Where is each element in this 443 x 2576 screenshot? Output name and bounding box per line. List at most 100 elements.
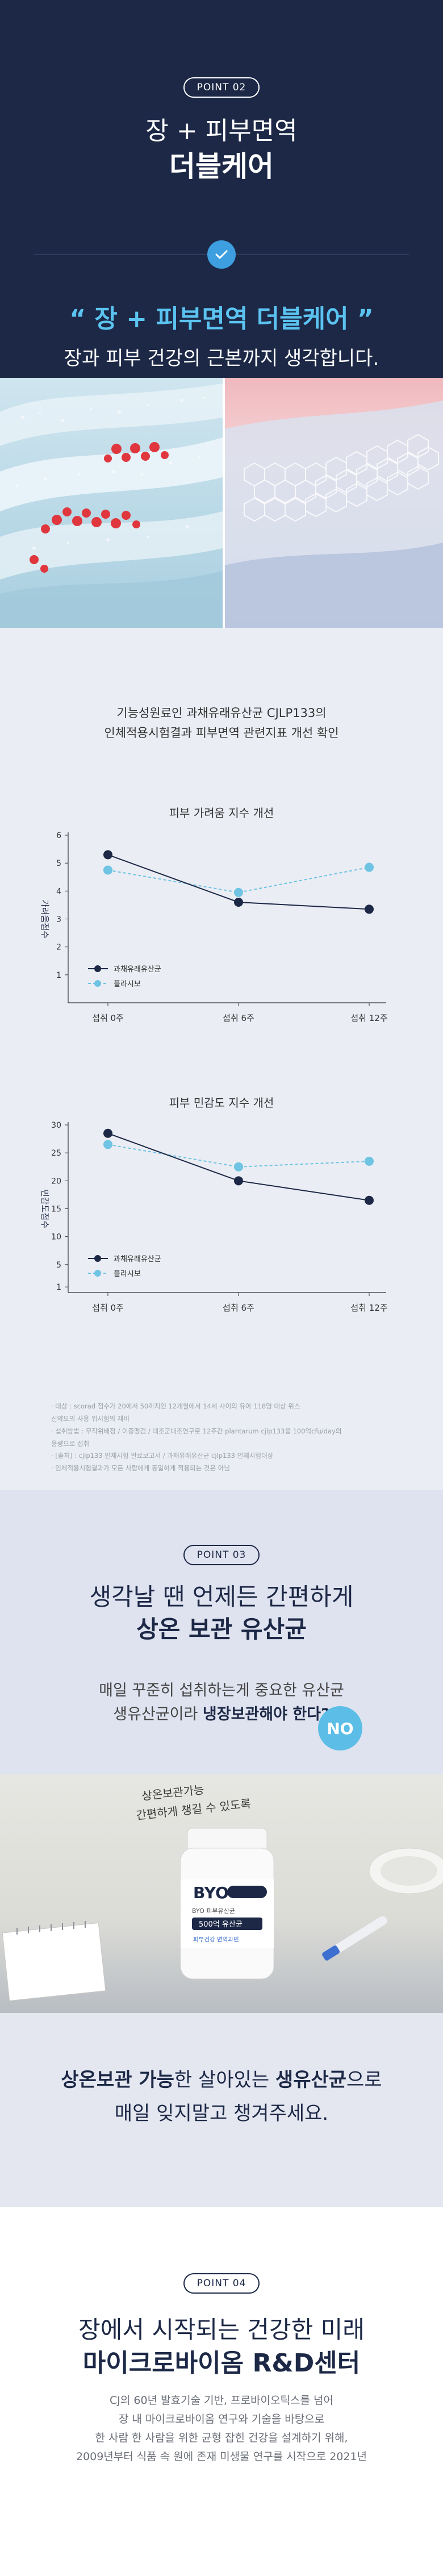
chart2-title: 피부 민감도 지수 개선 xyxy=(169,1096,274,1110)
point04-body-line3: 한 사람 한 사람을 위한 균형 잡힌 건강을 설계하기 위해, xyxy=(95,2432,348,2444)
point02-title-line1: 장 + 피부면역 xyxy=(145,116,298,145)
y-tick-label: 2 xyxy=(56,943,61,952)
x-tick-label: 섭취 6주 xyxy=(223,1303,254,1313)
product-label: BYO 피부유산균 xyxy=(192,1907,235,1915)
point04-body-line2: 장 내 마이크로바이옴 연구와 기술을 바탕으로 xyxy=(118,2412,325,2425)
point02-badge: POINT 02 xyxy=(183,77,260,98)
data-point xyxy=(234,1162,243,1172)
x-tick-label: 섭취 0주 xyxy=(92,1303,124,1313)
product-photo: BYO BYO 피부유산균 500억 유산균 피부건강 면역과민 상온보관가능 … xyxy=(0,1774,443,2013)
legend-label: 플라시보 xyxy=(114,1270,141,1278)
point04-title-line2: 마이크로바이옴 R&D센터 xyxy=(82,2348,361,2378)
y-tick-label: 6 xyxy=(56,831,61,840)
point02-section: POINT 02 장 + 피부면역 더블케어 “ 장 + 피부면역 더블케어 ”… xyxy=(0,0,443,378)
point04-body: CJ의 60년 발효기술 기반, 프로바이오틱스를 넘어 장 내 마이크로바이옴… xyxy=(0,2391,443,2467)
study-intro-line1: 기능성원료인 과채유래유산균 CJLP133의 xyxy=(116,706,327,720)
data-point xyxy=(103,1140,112,1149)
point03-body-line1: 매일 꾸준히 섭취하는게 중요한 유산균 xyxy=(99,1682,344,1699)
y-tick-label: 15 xyxy=(51,1205,61,1214)
study-intro-line2: 인체적용시험결과 피부면역 관련지표 개선 확인 xyxy=(104,726,339,740)
product-brand: BYO xyxy=(193,1883,229,1902)
y-tick-label: 5 xyxy=(56,1261,61,1270)
clinical-results-section: 기능성원료인 과채유래유산균 CJLP133의 인체적용시험결과 피부면역 관련… xyxy=(0,628,443,1490)
data-point xyxy=(365,862,374,872)
handwriting-note: 상온보관가능 간편하게 챙길 수 있도록 xyxy=(136,1783,252,1823)
point02-title-line2: 더블케어 xyxy=(169,150,274,184)
y-tick-label: 3 xyxy=(56,915,61,924)
point04-title-line1: 장에서 시작되는 건강한 미래 xyxy=(78,2316,365,2344)
data-point xyxy=(365,1195,374,1205)
check-icon xyxy=(207,240,236,269)
footnotes: · 대상 : scorad 점수가 20에서 50까지인 12개월에서 14세 … xyxy=(51,1400,392,1475)
pen-image xyxy=(322,1916,387,1961)
y-axis-label: 민감도점수 xyxy=(40,1189,50,1228)
skin-illustration xyxy=(225,378,443,628)
product-note: 피부건강 면역과민 xyxy=(193,1936,239,1943)
legend-label: 과채유래유산균 xyxy=(114,1255,161,1264)
footnote: · 인체적용시험결과가 모든 사람에게 동일하게 적용되는 것은 아님 xyxy=(51,1464,230,1473)
storage-message-section: 상온보관 가능한 살아있는 생유산균으로 매일 잊지말고 챙겨주세요. xyxy=(0,2013,443,2207)
chart1-title: 피부 가려움 지수 개선 xyxy=(169,806,274,820)
x-tick-label: 섭취 6주 xyxy=(223,1013,254,1023)
legend-marker xyxy=(94,965,101,972)
point03-body: 매일 꾸준히 섭취하는게 중요한 유산균 생유산균이라 냉장보관해야 한다? xyxy=(0,1679,443,1727)
data-point xyxy=(103,850,112,860)
no-badge: NO xyxy=(318,1706,362,1750)
storage-bold-a: 상온보관 가능 xyxy=(61,2069,174,2091)
y-tick-label: 25 xyxy=(51,1149,61,1158)
point03-body-line2: 생유산균이라 냉장보관해야 한다? xyxy=(0,1703,443,1727)
storage-message-line1: 상온보관 가능한 살아있는 생유산균으로 xyxy=(0,2064,443,2092)
point04-badge: POINT 04 xyxy=(183,2273,260,2294)
product-count: 500억 유산균 xyxy=(199,1920,243,1929)
data-point xyxy=(234,887,243,897)
study-intro: 기능성원료인 과채유래유산균 CJLP133의 인체적용시험결과 피부면역 관련… xyxy=(0,703,443,743)
point02-quote: “ 장 + 피부면역 더블케어 ” xyxy=(69,305,374,334)
storage-bold-b: 생유산균 xyxy=(275,2069,347,2091)
legend-marker xyxy=(94,1270,101,1277)
point03-title-line2: 상온 보관 유산균 xyxy=(136,1615,307,1643)
gut-illustration xyxy=(0,378,223,628)
y-tick-label: 20 xyxy=(51,1177,61,1186)
x-tick-label: 섭취 12주 xyxy=(350,1013,387,1023)
footnote: · [출처] : cjlp133 인체시험 완료보고서 / 과채유래유산균 cj… xyxy=(51,1452,274,1460)
data-point xyxy=(103,865,112,875)
y-tick-label: 10 xyxy=(51,1233,61,1242)
cup-image xyxy=(369,1848,443,1894)
y-tick-label: 1 xyxy=(56,1283,61,1292)
y-tick-label: 1 xyxy=(56,971,61,980)
legend-label: 플라시보 xyxy=(114,980,141,989)
point04-section: POINT 04 장에서 시작되는 건강한 미래 마이크로바이옴 R&D센터 C… xyxy=(0,2207,443,2576)
y-tick-label: 4 xyxy=(56,887,61,896)
legend-marker xyxy=(94,980,101,987)
handwriting-line1: 상온보관가능 xyxy=(141,1783,204,1803)
product-bottle: BYO BYO 피부유산균 500억 유산균 피부건강 면역과민 xyxy=(180,1828,274,1979)
legend-marker xyxy=(94,1255,101,1262)
data-point xyxy=(234,898,243,907)
legend-label: 과채유래유산균 xyxy=(114,965,161,974)
storage-mid: 한 살아있는 xyxy=(174,2069,275,2091)
body-text: 생유산균이라 xyxy=(113,1705,203,1723)
storage-message-line2: 매일 잊지말고 챙겨주세요. xyxy=(114,2102,329,2125)
product-scene: BYO BYO 피부유산균 500억 유산균 피부건강 면역과민 상온보관가능 … xyxy=(2,1783,443,2002)
y-tick-label: 30 xyxy=(51,1121,61,1130)
series-line xyxy=(107,866,370,893)
data-point xyxy=(365,1156,374,1166)
point02-subtitle: 장과 피부 건강의 근본까지 생각합니다. xyxy=(64,347,379,370)
point03-title-line1: 생각날 땐 언제든 간편하게 xyxy=(89,1583,354,1611)
storage-end: 으로 xyxy=(346,2069,382,2091)
point03-section: POINT 03 생각날 땐 언제든 간편하게 상온 보관 유산균 매일 꾸준히… xyxy=(0,1490,443,1774)
point03-badge: POINT 03 xyxy=(183,1545,260,1565)
data-point xyxy=(103,1128,112,1138)
footnote: 신약모의 사용 위시험의 재비 xyxy=(51,1414,129,1423)
y-tick-label: 5 xyxy=(56,859,61,868)
gut-and-skin-illustration xyxy=(0,378,443,628)
data-point xyxy=(234,1176,243,1186)
notebook-image xyxy=(2,1921,106,2002)
footnote: · 대상 : scorad 점수가 20에서 50까지인 12개월에서 14세 … xyxy=(51,1402,300,1410)
footnote: 용량으로 섭취 xyxy=(51,1439,90,1448)
illustration-row xyxy=(0,378,443,628)
point04-body-line1: CJ의 60년 발효기술 기반, 프로바이오틱스를 넘어 xyxy=(110,2394,333,2407)
x-tick-label: 섭취 12주 xyxy=(350,1303,387,1313)
footnote: · 섭취방법 : 무작위배정 / 이중맹검 / 대조군대조연구로 12주간 pl… xyxy=(51,1427,342,1435)
